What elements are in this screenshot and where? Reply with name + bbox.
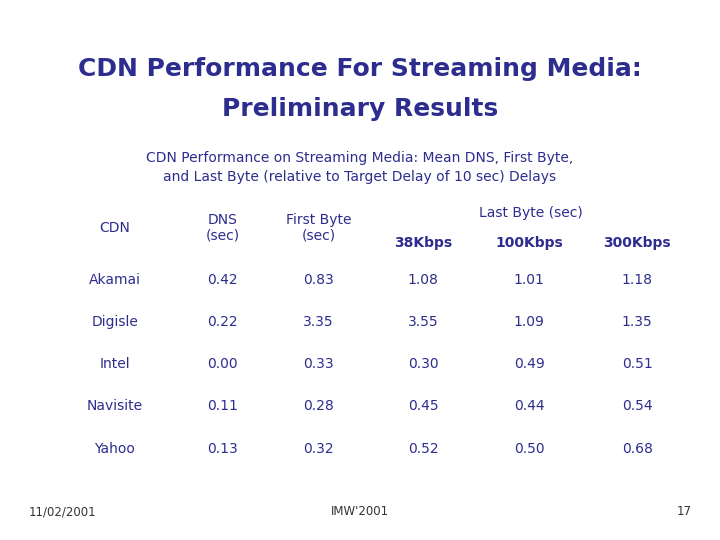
Text: 0.22: 0.22 xyxy=(207,315,238,329)
Text: 0.50: 0.50 xyxy=(514,442,544,456)
Text: 0.30: 0.30 xyxy=(408,357,438,371)
Text: 3.35: 3.35 xyxy=(303,315,334,329)
Text: 0.42: 0.42 xyxy=(207,273,238,287)
Text: Digisle: Digisle xyxy=(91,315,138,329)
Text: 0.13: 0.13 xyxy=(207,442,238,456)
Text: 38Kbps: 38Kbps xyxy=(394,237,452,251)
Text: 0.49: 0.49 xyxy=(514,357,544,371)
Text: 100Kbps: 100Kbps xyxy=(495,237,563,251)
Text: 1.18: 1.18 xyxy=(621,273,653,287)
Text: and Last Byte (relative to Target Delay of 10 sec) Delays: and Last Byte (relative to Target Delay … xyxy=(163,170,557,184)
Text: CDN: CDN xyxy=(99,221,130,235)
Text: Intel: Intel xyxy=(99,357,130,371)
Text: 3.55: 3.55 xyxy=(408,315,438,329)
Text: 0.32: 0.32 xyxy=(303,442,334,456)
Text: 1.01: 1.01 xyxy=(514,273,545,287)
Text: Yahoo: Yahoo xyxy=(94,442,135,456)
Text: 0.83: 0.83 xyxy=(303,273,334,287)
Text: 0.68: 0.68 xyxy=(622,442,652,456)
Text: 300Kbps: 300Kbps xyxy=(603,237,671,251)
Text: 0.44: 0.44 xyxy=(514,400,544,414)
Text: 0.28: 0.28 xyxy=(303,400,334,414)
Text: 0.00: 0.00 xyxy=(207,357,238,371)
Text: 11/02/2001: 11/02/2001 xyxy=(29,505,96,518)
Text: Akamai: Akamai xyxy=(89,273,141,287)
Text: 0.45: 0.45 xyxy=(408,400,438,414)
Text: 0.52: 0.52 xyxy=(408,442,438,456)
Text: 0.54: 0.54 xyxy=(622,400,652,414)
Text: First Byte
(sec): First Byte (sec) xyxy=(286,213,351,243)
Text: IMW'2001: IMW'2001 xyxy=(331,505,389,518)
Text: 1.35: 1.35 xyxy=(622,315,652,329)
Text: CDN Performance on Streaming Media: Mean DNS, First Byte,: CDN Performance on Streaming Media: Mean… xyxy=(146,151,574,165)
Text: CDN Performance For Streaming Media:: CDN Performance For Streaming Media: xyxy=(78,57,642,80)
Text: 17: 17 xyxy=(676,505,691,518)
Text: 0.51: 0.51 xyxy=(622,357,652,371)
Text: 1.08: 1.08 xyxy=(408,273,438,287)
Text: Preliminary Results: Preliminary Results xyxy=(222,97,498,121)
Text: 0.33: 0.33 xyxy=(303,357,334,371)
Text: 1.09: 1.09 xyxy=(514,315,545,329)
Text: DNS
(sec): DNS (sec) xyxy=(206,213,240,243)
Text: Last Byte (sec): Last Byte (sec) xyxy=(479,206,583,220)
Text: 0.11: 0.11 xyxy=(207,400,238,414)
Text: Navisite: Navisite xyxy=(87,400,143,414)
